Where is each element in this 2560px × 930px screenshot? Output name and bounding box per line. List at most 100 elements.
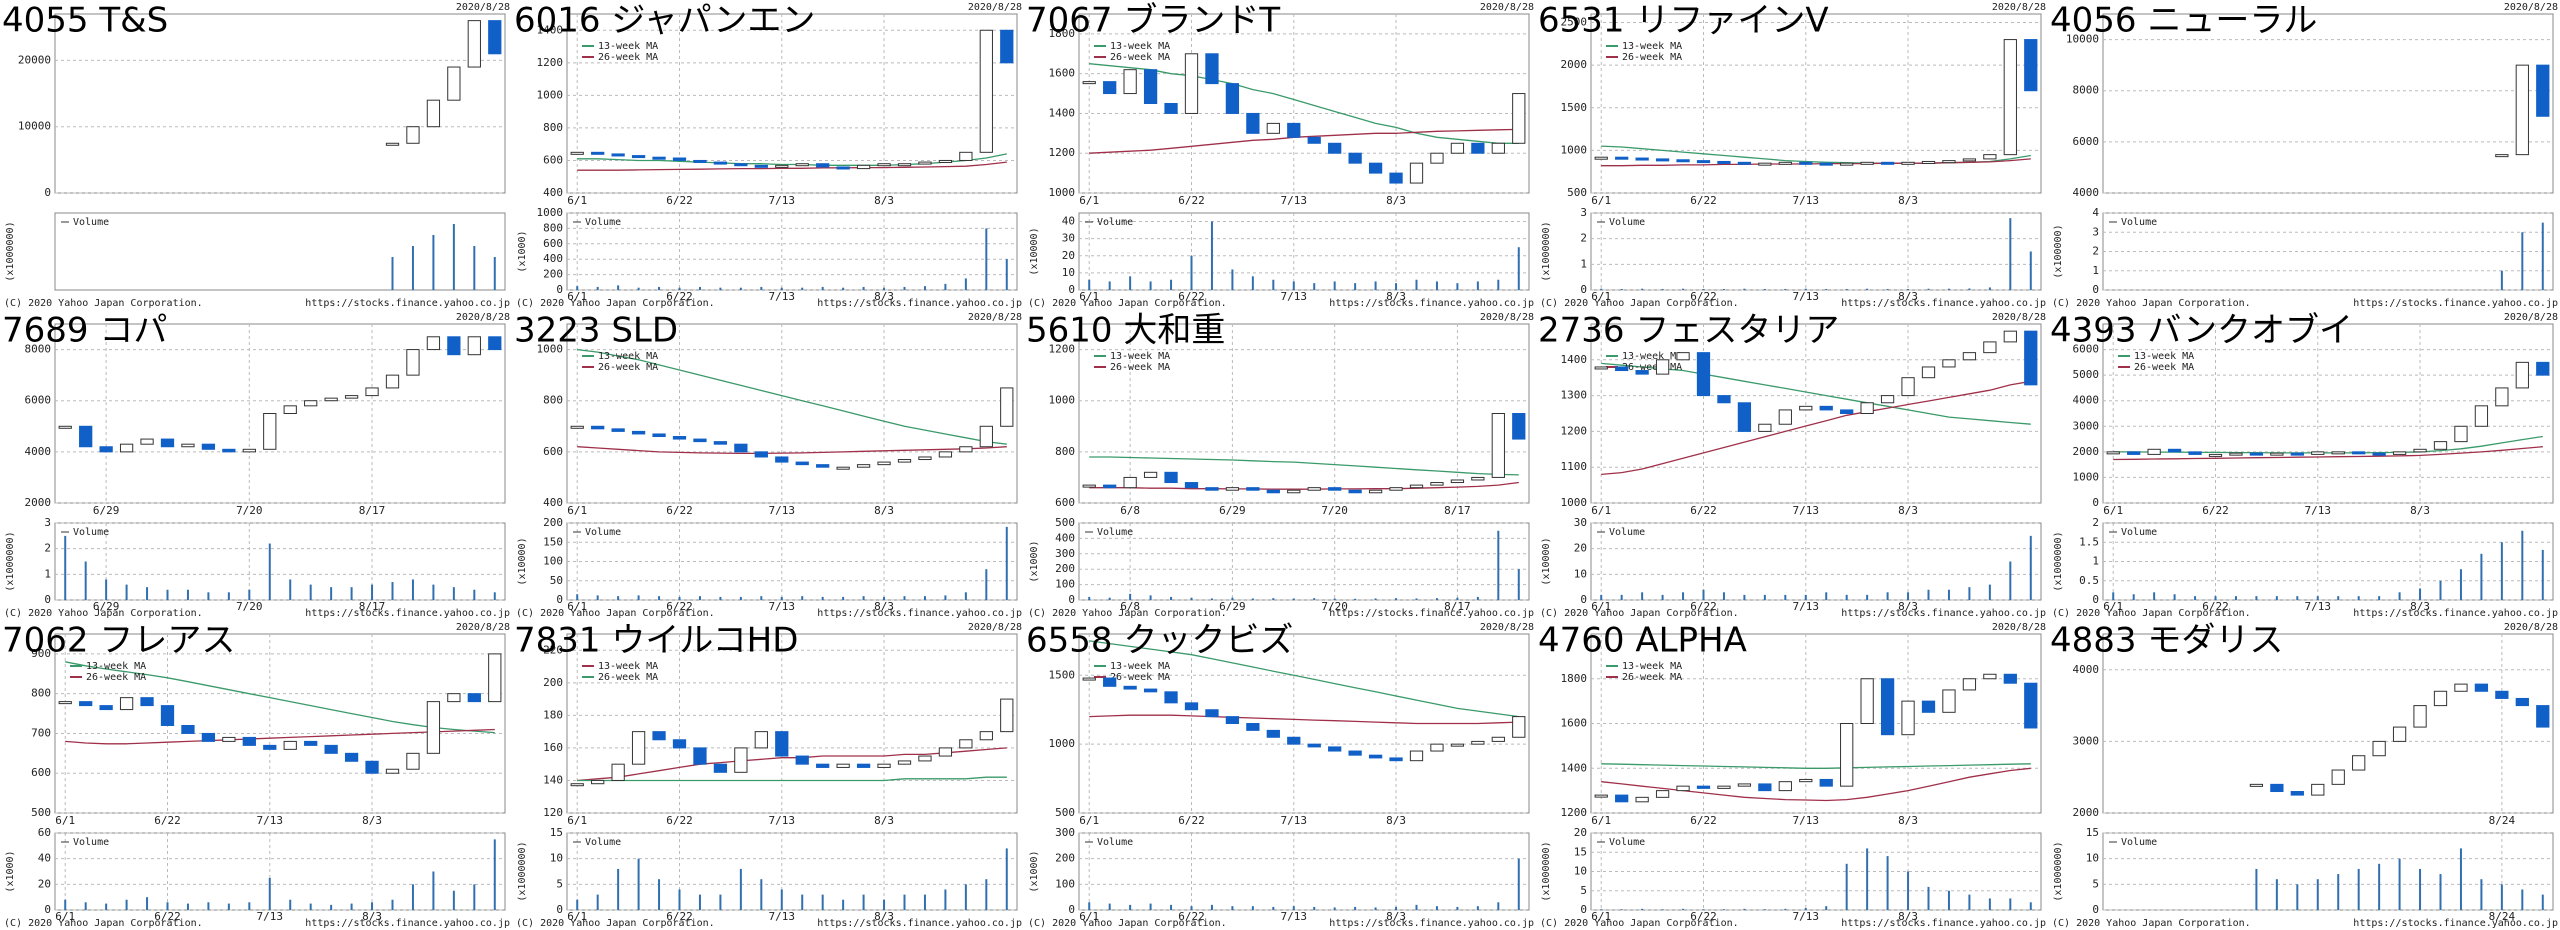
- candle: [2270, 783, 2284, 793]
- candle: [1717, 395, 1731, 404]
- candle: [2249, 452, 2264, 456]
- candle: [1737, 402, 1752, 432]
- source-url: https://stocks.finance.yahoo.co.jp: [1329, 918, 1534, 929]
- x-tick-label: 8/3: [874, 504, 894, 517]
- candle: [2536, 64, 2550, 117]
- chart-date: 2020/8/28: [1480, 2, 1534, 13]
- candle: [1471, 740, 1485, 745]
- volume-legend-label: Volume: [1097, 527, 1133, 538]
- candle: [570, 783, 584, 787]
- copyright: (C) 2020 Yahoo Japan Corporation.: [1028, 608, 1227, 619]
- volume-tick-label: 400: [543, 252, 563, 265]
- legend-label: 13-week MA: [1110, 661, 1170, 672]
- candle: [1205, 53, 1219, 85]
- candle: [754, 164, 768, 168]
- candle: [1655, 359, 1670, 375]
- candle: [201, 732, 216, 742]
- candle: [856, 763, 871, 768]
- candle: [2515, 361, 2529, 389]
- chart-title: 7831 ウイルコHD: [514, 621, 798, 661]
- candle: [1450, 142, 1465, 154]
- candle: [488, 653, 502, 703]
- candle: [406, 349, 420, 376]
- stock-panel: 2000 4000 6000 8000 0 1 2 3 6/29 6/29 7/20 7/20 8/17…: [2, 311, 510, 620]
- candle: [1287, 736, 1301, 745]
- candle: [1368, 489, 1383, 494]
- x-tick-label: 6/22: [1690, 194, 1717, 207]
- candle: [222, 736, 236, 742]
- price-frame: [2102, 13, 2554, 194]
- candle: [591, 151, 605, 155]
- volume-tick-label: 400: [1055, 531, 1075, 544]
- candle: [1758, 162, 1772, 166]
- candle: [836, 166, 850, 170]
- candle: [1696, 785, 1711, 789]
- candle: [1225, 716, 1240, 725]
- moving-average: [1089, 714, 1519, 725]
- volume-x-tick-label: 6/1: [567, 290, 587, 303]
- volume-frame: [1078, 832, 1530, 911]
- candle: [447, 693, 461, 703]
- legend-label: 26-week MA: [1622, 672, 1682, 683]
- candle: [856, 464, 871, 468]
- candle: [2331, 769, 2345, 785]
- volume-x-tick-label: 6/22: [666, 290, 693, 303]
- volume-x-tick-label: 6/29: [93, 600, 120, 613]
- candle: [2413, 705, 2427, 728]
- candle: [1676, 352, 1690, 361]
- copyright: (C) 2020 Yahoo Japan Corporation.: [4, 298, 203, 309]
- moving-average: [1089, 640, 1519, 718]
- candle: [754, 451, 768, 458]
- x-tick-label: 7/13: [769, 504, 796, 517]
- candle: [406, 126, 420, 144]
- candle: [1103, 677, 1117, 687]
- moving-average: [1601, 158, 2031, 167]
- candle: [160, 438, 175, 448]
- legend-label: 13-week MA: [598, 661, 658, 672]
- candle: [58, 425, 72, 429]
- volume-tick-label: 2: [2092, 516, 2099, 529]
- candle: [1430, 482, 1444, 486]
- candle: [1615, 366, 1629, 372]
- volume-x-tick-label: 8/24: [2489, 910, 2516, 923]
- candle: [1184, 482, 1199, 489]
- volume-tick-label: 0: [556, 593, 563, 606]
- legend-label: 13-week MA: [1622, 41, 1682, 52]
- volume-frame: [54, 212, 506, 291]
- y-tick-label: 500: [1055, 806, 1075, 819]
- chart-title: 7067 ブランドT: [1026, 1, 1280, 41]
- legend-label: 13-week MA: [598, 41, 658, 52]
- candle: [938, 747, 953, 757]
- candle: [1758, 783, 1772, 792]
- candle: [1942, 689, 1956, 713]
- chart-date: 2020/8/28: [456, 312, 510, 323]
- chart-title: 4055 T&S: [2, 1, 168, 41]
- volume-x-tick-label: 6/29: [1219, 600, 1246, 613]
- candle: [365, 387, 379, 397]
- volume-tick-label: 20: [1062, 249, 1075, 262]
- y-tick-label: 4000: [25, 445, 52, 458]
- volume-legend-label: Volume: [585, 217, 621, 228]
- x-tick-label: 7/13: [1793, 814, 1820, 827]
- price-frame: [54, 323, 506, 504]
- y-tick-label: 600: [543, 153, 563, 166]
- volume-tick-label: 5: [556, 877, 563, 890]
- candle: [2003, 673, 2017, 684]
- candle: [1471, 476, 1485, 481]
- candle: [1737, 161, 1752, 165]
- y-tick-label: 6000: [2073, 343, 2100, 356]
- candle: [1880, 678, 1895, 736]
- candle: [1962, 158, 1977, 162]
- source-url: https://stocks.finance.yahoo.co.jp: [817, 918, 1022, 929]
- candle: [713, 441, 728, 445]
- copyright: (C) 2020 Yahoo Japan Corporation.: [1540, 918, 1739, 929]
- volume-legend-label: Volume: [1097, 217, 1133, 228]
- x-tick-label: 7/13: [1793, 504, 1820, 517]
- chart-title: 5610 大和重: [1026, 311, 1225, 351]
- y-tick-label: 10000: [18, 120, 51, 133]
- candle: [816, 763, 830, 768]
- volume-legend-label: Volume: [73, 837, 109, 848]
- volume-tick-label: 3: [2092, 225, 2099, 238]
- volume-tick-label: 200: [543, 516, 563, 529]
- y-tick-label: 1600: [1049, 67, 1076, 80]
